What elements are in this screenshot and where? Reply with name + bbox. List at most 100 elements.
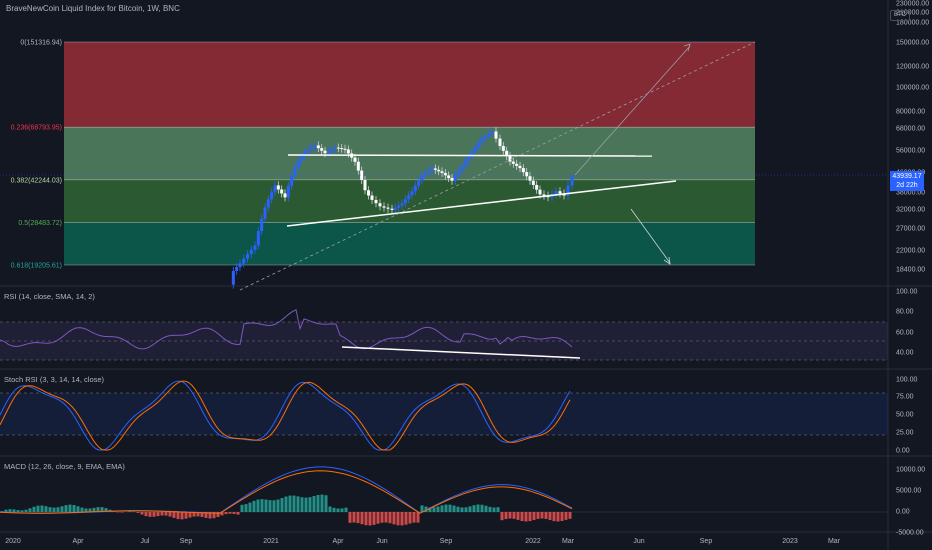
rsi-line bbox=[0, 308, 573, 350]
candle-body bbox=[340, 148, 344, 150]
time-axis-tick: Apr bbox=[73, 538, 85, 545]
macd-histogram-bar bbox=[492, 507, 496, 512]
macd-histogram-bar bbox=[236, 512, 240, 515]
macd-histogram-bar bbox=[24, 509, 28, 512]
macd-histogram-bar bbox=[524, 512, 528, 522]
candle-body bbox=[566, 185, 570, 196]
price-axis[interactable]: 230000.00 210000.00 180000.00 150000.00 1200… bbox=[896, 1, 929, 537]
candle-body bbox=[273, 185, 277, 193]
macd-histogram-bar bbox=[292, 495, 296, 512]
indicator-axis-tick: 0.00 bbox=[896, 509, 910, 516]
macd-histogram-bar bbox=[100, 507, 104, 512]
time-axis[interactable]: 2020 Apr Jul Sep 2021 Apr Jun Sep 2022 Mar Jun Sep 2… bbox=[5, 538, 840, 545]
macd-histogram-bar bbox=[276, 499, 280, 512]
candle-body bbox=[326, 151, 330, 154]
macd-histogram-bar bbox=[144, 512, 148, 517]
candle-body bbox=[400, 203, 404, 206]
macd-histogram-bar bbox=[248, 502, 252, 512]
macd-histogram-bar bbox=[392, 512, 396, 525]
candle-body bbox=[231, 270, 235, 285]
macd-histogram-bar bbox=[296, 496, 300, 512]
indicator-axis-tick: 25.00 bbox=[896, 430, 914, 437]
macd-histogram-bar bbox=[272, 500, 276, 512]
macd-histogram-bar bbox=[168, 512, 172, 517]
candle-body bbox=[293, 166, 297, 176]
candle-body bbox=[360, 170, 364, 180]
macd-histogram-bar bbox=[32, 506, 36, 512]
candle-body bbox=[453, 175, 457, 181]
fib-level-label: 0.236(68793.95) bbox=[11, 125, 62, 132]
macd-histogram-bar bbox=[92, 507, 96, 512]
stoch-rsi-label[interactable]: Stoch RSI (3, 3, 14, 14, close) bbox=[4, 375, 105, 384]
macd-histogram-bar bbox=[440, 505, 444, 512]
macd-histogram-bar bbox=[20, 510, 24, 512]
indicator-axis-tick: 0.00 bbox=[896, 448, 910, 455]
candle-body bbox=[353, 157, 357, 162]
indicator-axis-tick: 100.00 bbox=[896, 289, 918, 296]
macd-histogram-bar bbox=[52, 507, 56, 512]
macd-histogram-bar bbox=[420, 505, 424, 512]
macd-histogram-bar bbox=[332, 507, 336, 512]
candle-body bbox=[296, 161, 300, 167]
fib-level-label: 0(151316.94) bbox=[20, 40, 62, 47]
macd-histogram-bar bbox=[520, 512, 524, 521]
macd-histogram-bar bbox=[416, 512, 420, 523]
candle-body bbox=[505, 150, 509, 157]
time-axis-tick: 2020 bbox=[5, 538, 21, 545]
macd-histogram-bar bbox=[568, 512, 572, 519]
macd-histogram-bar bbox=[376, 512, 380, 524]
candle-body bbox=[260, 218, 264, 232]
candle-body bbox=[283, 193, 287, 198]
macd-histogram-bar bbox=[12, 509, 16, 512]
macd-histogram-bar bbox=[84, 508, 88, 512]
macd-histogram-bar bbox=[8, 509, 12, 512]
candle-body bbox=[386, 207, 390, 209]
macd-histogram-bar bbox=[552, 512, 556, 522]
macd-histogram-bar bbox=[44, 506, 48, 512]
macd-histogram-bar bbox=[188, 512, 192, 518]
candle-body bbox=[346, 149, 350, 154]
macd-histogram-bar bbox=[476, 504, 480, 512]
candle-body bbox=[570, 176, 574, 186]
candlestick-series bbox=[231, 127, 574, 289]
rsi-label[interactable]: RSI (14, close, SMA, 14, 2) bbox=[4, 292, 95, 301]
macd-histogram-bar bbox=[396, 512, 400, 526]
candle-body bbox=[450, 178, 454, 181]
macd-histogram-bar bbox=[532, 512, 536, 521]
bar-countdown: 2d 22h bbox=[896, 182, 918, 189]
macd-label[interactable]: MACD (12, 26, close, 9, EMA, EMA) bbox=[4, 462, 125, 471]
candle-body bbox=[374, 199, 378, 204]
time-axis-tick: Mar bbox=[562, 538, 575, 545]
macd-histogram-bar bbox=[68, 504, 72, 512]
fibonacci-retracement[interactable]: 0(151316.94) 0.236(68793.95) 0.382(42244.0… bbox=[11, 40, 755, 270]
indicator-axis-tick: 50.00 bbox=[896, 412, 914, 419]
candle-body bbox=[270, 192, 274, 200]
macd-histogram-bar bbox=[484, 505, 488, 512]
fib-zone bbox=[64, 222, 755, 265]
macd-histogram-bar bbox=[64, 505, 68, 512]
candle-body bbox=[447, 175, 451, 179]
candle-body bbox=[518, 165, 522, 169]
candle-body bbox=[521, 168, 525, 173]
macd-histogram-bar bbox=[252, 500, 256, 512]
macd-histogram-bar bbox=[232, 512, 236, 515]
macd-histogram-bar bbox=[400, 512, 404, 526]
macd-histogram-bar bbox=[308, 497, 312, 512]
candle-body bbox=[460, 166, 464, 171]
candle-body bbox=[417, 180, 421, 186]
macd-histogram-bar bbox=[556, 512, 560, 522]
price-axis-tick: 22000.00 bbox=[896, 248, 925, 255]
candle-body bbox=[467, 156, 471, 162]
currency-badge[interactable]: BTC bbox=[890, 10, 910, 21]
macd-histogram-bar bbox=[432, 507, 436, 512]
dashed-trendline bbox=[239, 41, 756, 291]
trendline-drawings[interactable] bbox=[0, 41, 888, 291]
time-axis-tick: 2022 bbox=[525, 538, 541, 545]
macd-histogram-bar bbox=[564, 512, 568, 520]
macd-histogram-bar bbox=[480, 504, 484, 512]
time-axis-tick: 2023 bbox=[782, 538, 798, 545]
macd-histogram-bar bbox=[356, 512, 360, 524]
price-axis-tick: 180000.00 bbox=[896, 20, 929, 27]
macd-histogram-bar bbox=[312, 496, 316, 512]
